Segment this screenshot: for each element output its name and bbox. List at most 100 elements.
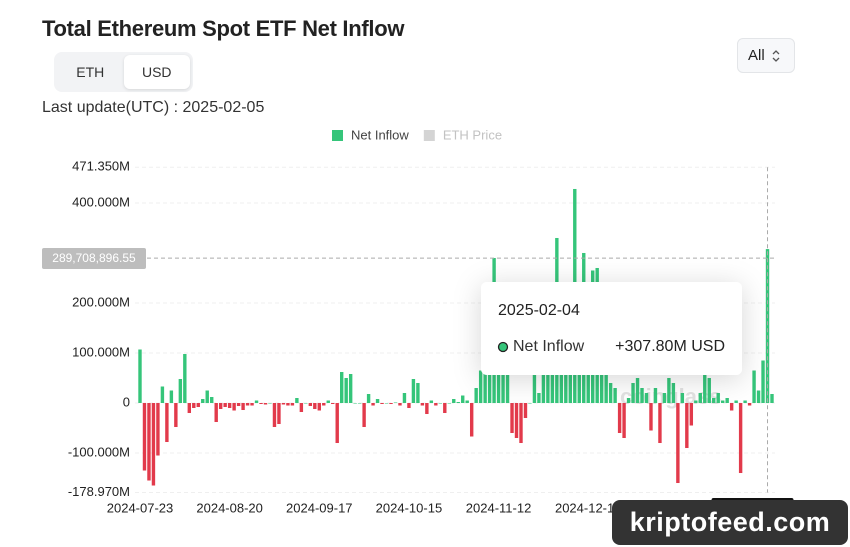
bar	[389, 403, 393, 405]
bar	[658, 403, 662, 444]
bar	[384, 403, 389, 404]
bar	[443, 403, 447, 414]
bar	[685, 403, 689, 449]
bar	[519, 403, 523, 444]
tooltip	[481, 282, 742, 375]
bar	[295, 398, 299, 404]
watermark: kriptofeed.com	[612, 500, 848, 545]
unit-button[interactable]: ETH	[76, 64, 105, 80]
last-update: Last update(UTC) : 2025-02-05	[42, 99, 265, 116]
bar	[725, 398, 729, 404]
bar	[290, 403, 295, 406]
bar	[425, 403, 429, 415]
tooltip-swatch	[497, 341, 509, 353]
bar	[613, 388, 617, 404]
bar	[335, 403, 339, 444]
bar	[322, 403, 326, 406]
bar	[514, 403, 519, 439]
bar	[411, 379, 416, 404]
bar	[604, 373, 608, 404]
bar	[770, 394, 774, 404]
bar	[232, 403, 236, 411]
bar	[340, 372, 344, 404]
bar	[286, 403, 290, 406]
bar	[523, 403, 528, 419]
bar	[469, 403, 474, 437]
bar	[142, 403, 147, 471]
bar	[192, 403, 196, 409]
unit-button[interactable]: USD	[123, 55, 190, 89]
bar	[546, 365, 550, 404]
bar	[496, 367, 501, 404]
bar	[178, 379, 183, 404]
bar	[752, 370, 756, 404]
bar	[729, 403, 734, 411]
bar	[532, 367, 537, 404]
bar	[317, 403, 321, 411]
bar	[344, 378, 348, 404]
bar	[694, 400, 698, 404]
bar	[393, 402, 398, 404]
bar	[272, 403, 277, 428]
bar	[541, 373, 546, 404]
tooltip-date: 2025-02-04	[498, 302, 580, 319]
bar	[689, 403, 694, 426]
bar	[564, 373, 568, 404]
bar	[662, 393, 667, 404]
bar	[712, 398, 716, 404]
x-tick-label: 2024-10-15	[376, 500, 443, 515]
bar	[357, 403, 362, 404]
bar	[299, 403, 304, 413]
bar	[241, 403, 245, 411]
bar	[236, 403, 241, 407]
bar	[703, 373, 707, 404]
bar	[676, 403, 680, 484]
bar	[680, 393, 685, 404]
bar	[461, 395, 465, 404]
bar	[429, 400, 434, 404]
y-tick-label: 200.000M	[72, 294, 130, 309]
bar	[245, 403, 250, 406]
bar	[196, 403, 200, 408]
bar	[743, 400, 747, 404]
bar	[187, 403, 192, 414]
x-tick-label: 2024-11-12	[466, 500, 532, 515]
bar	[156, 403, 160, 456]
legend-swatch[interactable]	[332, 130, 343, 141]
bar	[447, 403, 451, 404]
bar	[268, 403, 272, 404]
bar	[223, 403, 227, 408]
bar	[201, 399, 205, 404]
unit-toggle: ETH USD	[54, 52, 193, 92]
bar	[474, 388, 478, 404]
bar	[165, 403, 169, 443]
bar	[716, 393, 720, 404]
bar	[434, 403, 438, 406]
bar	[738, 403, 743, 474]
bar	[698, 393, 702, 404]
bar	[407, 403, 411, 409]
bar	[644, 393, 649, 404]
bar	[205, 390, 209, 404]
y-tick-label: -178.970M	[68, 484, 130, 499]
bar	[577, 373, 581, 404]
bar	[537, 393, 541, 404]
legend-label[interactable]: ETH Price	[443, 127, 502, 142]
bar	[227, 403, 232, 409]
legend-swatch[interactable]	[423, 130, 435, 141]
bar	[138, 349, 142, 404]
legend-label[interactable]: Net Inflow	[351, 127, 409, 142]
bar	[720, 400, 725, 404]
range-select[interactable]: All	[737, 38, 795, 73]
bar	[608, 383, 613, 404]
bar	[747, 403, 752, 406]
bar	[671, 383, 676, 404]
bar	[254, 400, 259, 404]
y-tick-label: -100.000M	[68, 444, 130, 459]
bar	[734, 400, 738, 404]
select-icon	[772, 49, 780, 62]
bar	[438, 403, 443, 404]
bar	[174, 403, 178, 428]
bar	[308, 403, 313, 407]
